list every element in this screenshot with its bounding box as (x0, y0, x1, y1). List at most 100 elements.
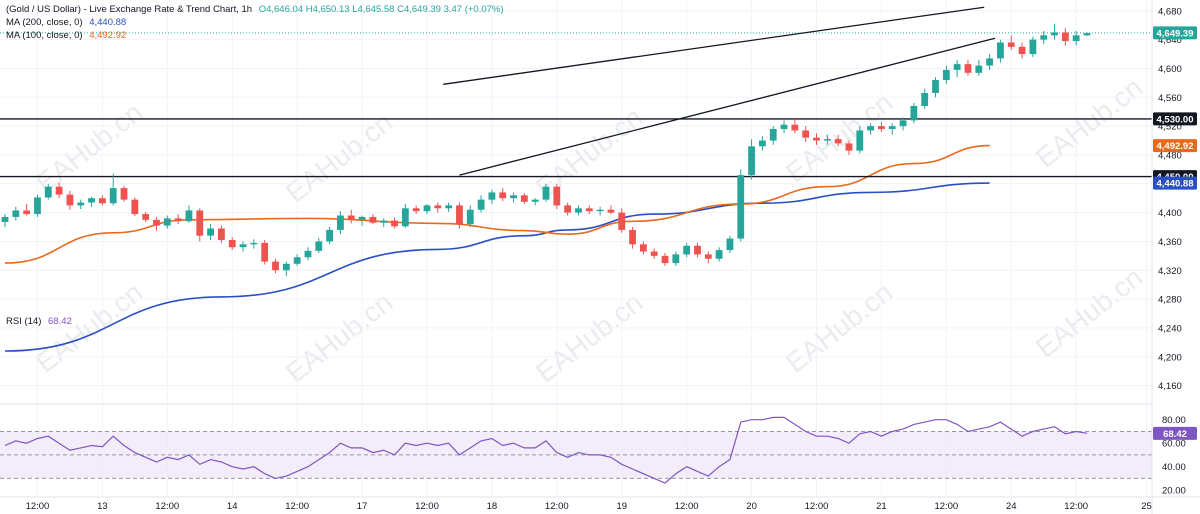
candle (153, 216, 160, 231)
candle-body (704, 254, 712, 259)
candle-body (1072, 35, 1080, 42)
candle-body (942, 69, 950, 80)
candle-body (326, 229, 333, 242)
candle (759, 136, 766, 151)
candle (856, 126, 864, 154)
candle (997, 39, 1004, 63)
candle-body (120, 188, 128, 200)
candle (942, 65, 950, 85)
price-tick-label: 4,400 (1158, 208, 1182, 219)
candle (282, 261, 290, 277)
candle-body (163, 218, 171, 226)
ma200-legend[interactable]: MA (200, close, 0) 4,440.88 (6, 17, 130, 28)
candle-body (391, 220, 398, 227)
candle-body (380, 220, 388, 223)
watermark: EAHub.cn (30, 96, 148, 198)
price-tick-label: 4,560 (1158, 93, 1182, 104)
candle (358, 215, 366, 226)
candle (845, 140, 853, 155)
candle-body (964, 64, 972, 73)
price-tick-label: 4,480 (1158, 150, 1182, 161)
candle-body (748, 146, 755, 176)
candle-body (759, 140, 766, 147)
price-tag-label: 4,492.92 (1157, 141, 1194, 152)
candle-body (997, 42, 1004, 59)
candle (77, 199, 85, 210)
channel-upper-line (443, 6, 985, 85)
candle (823, 134, 831, 145)
horizontal-levels (0, 32, 1152, 178)
time-tick-label: 24 (1006, 501, 1017, 512)
time-tick-label: 12:00 (675, 501, 699, 512)
ma100-line (4, 144, 990, 264)
candle-body (1029, 39, 1037, 55)
candle (1072, 30, 1080, 46)
candle (423, 203, 431, 215)
candle-body (531, 199, 539, 202)
rsi-tick-label: 40.00 (1162, 462, 1186, 473)
price-tick-label: 4,280 (1158, 295, 1182, 306)
candle (456, 202, 463, 229)
candle (163, 215, 171, 229)
candle (1051, 23, 1058, 40)
grid (0, 0, 1200, 496)
candle-body (683, 245, 691, 255)
price-tag-box (1153, 139, 1197, 153)
candle (510, 192, 517, 203)
candle (629, 227, 636, 249)
rsi-tick-label: 20.00 (1162, 486, 1186, 497)
candle-body (575, 208, 582, 213)
candle (477, 195, 485, 213)
candle-body (44, 186, 52, 198)
candle (120, 185, 128, 202)
candle-body (856, 130, 864, 151)
candle (1, 214, 9, 228)
rsi-legend[interactable]: RSI (14) 68.42 (6, 316, 76, 327)
candle (293, 254, 301, 266)
candle (921, 88, 929, 109)
price-tick-label: 4,200 (1158, 352, 1182, 363)
watermark: EAHub.cn (780, 86, 898, 188)
candle-body (23, 210, 31, 215)
candle (488, 189, 496, 204)
trend-channel (443, 6, 996, 176)
candle-body (867, 126, 874, 131)
candle (1083, 32, 1091, 37)
candle (23, 203, 31, 216)
candle-body (98, 198, 106, 204)
candle-body (228, 240, 236, 248)
candle (185, 205, 193, 223)
candle-body (142, 214, 150, 220)
candle (445, 202, 453, 212)
candle (834, 134, 842, 147)
candle (380, 218, 388, 228)
candle-body (282, 263, 290, 271)
candle (715, 247, 723, 262)
price-tag-box (1153, 176, 1197, 190)
time-tick-label: 18 (487, 501, 498, 512)
ma100-label: MA (100, close, 0) (6, 30, 83, 41)
candle-body (823, 139, 831, 141)
price-tick-label: 4,240 (1158, 323, 1182, 334)
candle (1029, 36, 1037, 57)
candle-body (477, 199, 485, 210)
ma200-label: MA (200, close, 0) (6, 17, 83, 28)
candle-body (272, 261, 279, 271)
candle-body (520, 195, 528, 202)
candle-body (1083, 33, 1091, 36)
candle (704, 251, 712, 264)
rsi-tick-label: 60.00 (1162, 439, 1186, 450)
candle (791, 118, 799, 134)
candle-body (55, 186, 63, 195)
chart-title: (Gold / US Dollar) - Live Exchange Rate … (6, 4, 253, 15)
candle (553, 183, 561, 210)
time-tick-label: 12:00 (545, 501, 569, 512)
price-tick-label: 4,600 (1158, 64, 1182, 75)
rsi-value-tag-label: 68.42 (1163, 429, 1187, 440)
candle-body (466, 209, 474, 225)
candle (98, 195, 106, 206)
ma100-legend[interactable]: MA (100, close, 0) 4,492.92 (6, 30, 130, 41)
candle (888, 123, 896, 135)
candle (174, 214, 182, 225)
